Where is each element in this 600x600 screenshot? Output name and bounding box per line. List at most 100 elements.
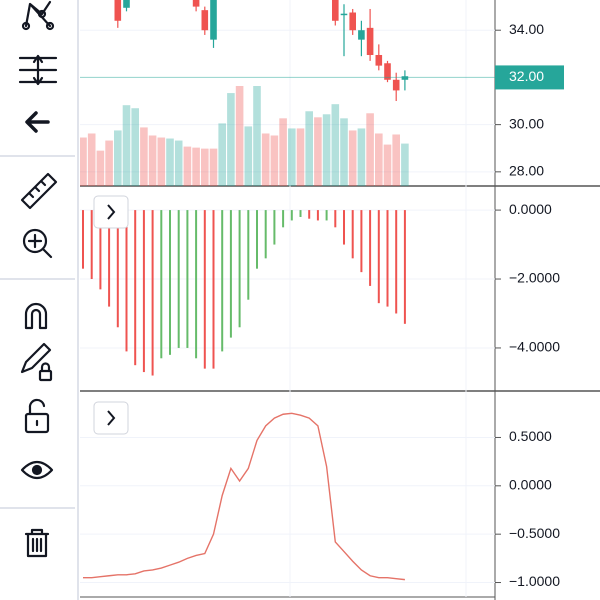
histogram-bar: [203, 210, 206, 369]
y-tick-label: 0.0000: [509, 477, 552, 493]
volume-bar: [340, 118, 348, 186]
candle-body: [201, 10, 209, 31]
histogram-bar: [290, 210, 293, 221]
histogram-bar: [403, 210, 406, 324]
candle-body: [114, 0, 122, 21]
y-tick-label: 30.00: [509, 115, 544, 131]
volume-bar: [209, 148, 218, 186]
zoom-tool[interactable]: [22, 228, 53, 259]
histogram-bar: [177, 210, 180, 348]
indicator-settings[interactable]: [18, 54, 58, 86]
volume-bar: [314, 117, 322, 186]
candle-body: [366, 27, 374, 55]
y-tick-label: −0.5000: [509, 525, 560, 541]
volume-bar: [288, 128, 296, 186]
volume-bar: [261, 133, 270, 186]
histogram-bar: [195, 210, 198, 359]
volume-bar: [131, 108, 139, 186]
drawing-lock[interactable]: [20, 342, 53, 382]
volume-bar: [80, 137, 87, 186]
candle-body: [358, 30, 365, 40]
y-tick-label: 28.00: [509, 163, 544, 179]
volume-bar: [375, 133, 383, 186]
volume-bar: [192, 147, 200, 186]
volume-bar: [157, 137, 166, 186]
pattern-tool[interactable]: [21, 0, 55, 31]
histogram-bar: [82, 210, 84, 269]
last-price-tag: [495, 65, 564, 90]
histogram-bar: [99, 210, 102, 290]
volume-bar: [114, 130, 122, 186]
volume-bar: [105, 140, 113, 186]
histogram-bar: [221, 210, 224, 352]
delete-tool[interactable]: [24, 528, 50, 558]
candle-body: [401, 76, 409, 80]
histogram-bar: [377, 210, 380, 304]
histogram-bar: [360, 210, 363, 273]
histogram-bar: [316, 210, 319, 221]
volume-bar: [183, 146, 192, 186]
price-plot: [80, 0, 409, 186]
volume-bar: [166, 138, 174, 186]
volume-bar: [296, 128, 305, 186]
histogram-bar: [134, 210, 137, 366]
histogram-bar: [151, 210, 154, 376]
panel-toggle[interactable]: [93, 401, 129, 435]
y-tick-label: −2.0000: [509, 270, 560, 286]
histogram-bar: [160, 210, 163, 359]
histogram-bar: [299, 210, 302, 217]
volume-bar: [122, 105, 131, 186]
volume-bar: [270, 135, 279, 186]
candle-body: [384, 63, 391, 80]
volume-bar: [227, 93, 235, 186]
volume-bar: [201, 148, 209, 186]
volume-bar: [96, 150, 105, 186]
volume-bar: [279, 118, 287, 186]
y-tick-label: 0.0000: [509, 201, 552, 217]
y-tick-label: 34.00: [509, 21, 544, 37]
y-tick-label: 0.5000: [509, 428, 552, 444]
volume-bar: [331, 104, 340, 186]
histogram-bar: [142, 210, 145, 373]
candle-body: [340, 13, 348, 16]
volume-bar: [366, 113, 374, 186]
histogram-bar: [308, 210, 311, 219]
histogram-bar: [125, 210, 128, 352]
candle-body: [210, 0, 217, 40]
candle-body: [123, 0, 130, 8]
histogram-bar: [395, 210, 398, 314]
back-arrow[interactable]: [25, 111, 50, 133]
lock-tool[interactable]: [24, 398, 50, 434]
histogram-bar: [116, 210, 119, 328]
volume-bar: [322, 114, 331, 186]
panel-toggle[interactable]: [93, 195, 129, 229]
volume-bar: [148, 135, 157, 186]
visibility-tool[interactable]: [20, 460, 54, 480]
volume-bar: [401, 143, 409, 186]
magnet-tool[interactable]: [24, 302, 48, 330]
ruler-tool[interactable]: [20, 172, 58, 210]
histogram-bar: [247, 210, 250, 300]
candle-body: [192, 0, 200, 7]
histogram-bar: [264, 210, 267, 259]
last-price-label: 32.00: [509, 68, 544, 84]
candle-body: [332, 0, 339, 21]
candle-body: [392, 79, 400, 91]
histogram-bar: [186, 210, 189, 348]
candle-body: [349, 12, 356, 31]
histogram-bar: [229, 210, 232, 338]
histogram-bar: [108, 210, 111, 307]
volume-bar: [305, 111, 313, 186]
histogram-bar: [282, 210, 285, 228]
volume-bar: [348, 130, 357, 186]
histogram-bar: [369, 210, 372, 286]
volume-bar: [174, 140, 183, 186]
volume-bar: [253, 86, 261, 186]
toolbar: [0, 0, 79, 600]
histogram-bar: [386, 210, 389, 307]
histogram-bar: [90, 210, 93, 280]
volume-bar: [87, 133, 96, 186]
volume-bar: [392, 134, 400, 186]
